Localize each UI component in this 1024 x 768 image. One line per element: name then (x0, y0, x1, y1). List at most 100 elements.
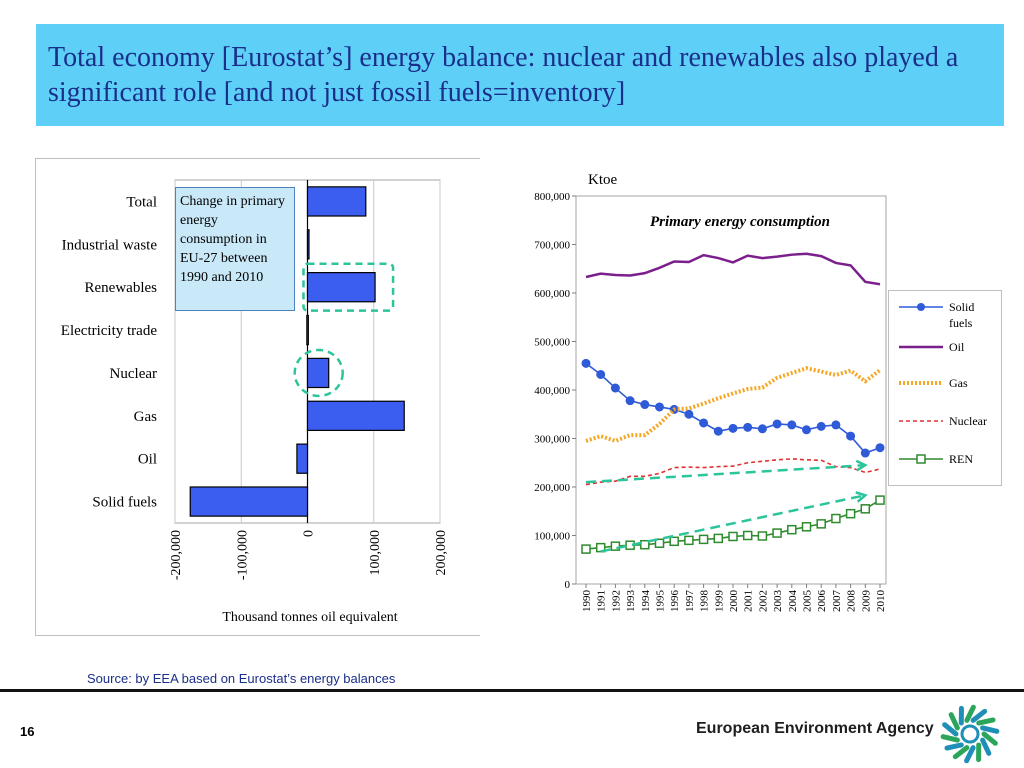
bar-x-tick-label: -200,000 (169, 530, 184, 580)
series-solid-fuels-point (699, 418, 709, 428)
series-ren-point (831, 513, 841, 524)
bar-nuclear (306, 357, 330, 389)
line-y-tick-label: 600,000 (534, 288, 570, 300)
agency-name: European Environment Agency (696, 720, 934, 737)
series-solid-fuels-point (816, 421, 826, 431)
eea-logo-icon (940, 704, 1000, 764)
line-y-tick-label: 0 (565, 579, 571, 591)
series-ren-point (860, 504, 871, 514)
trend-arrow-nuclear-head (855, 459, 868, 472)
bar-electricity-trade (306, 314, 309, 346)
legend-solid-fuels-label: Solid fuels (949, 300, 974, 330)
series-ren-point (610, 541, 621, 551)
line-chart-title: Primary energy consumption (650, 214, 830, 230)
series-solid-fuels-point (655, 402, 664, 412)
series-solid-fuels-point (640, 400, 650, 410)
series-solid-fuels-point (860, 448, 870, 458)
trend-arrow-nuclear (585, 463, 866, 484)
series-solid-fuels-point (875, 443, 885, 453)
annotation-text: Change in primary energy consumption in … (180, 194, 285, 285)
series-ren-point (757, 531, 768, 541)
series-ren-point (875, 495, 885, 505)
highlight-renewables (302, 262, 395, 312)
annotation-box: Change in primary energy consumption in … (175, 187, 295, 311)
bar-industrial-waste (306, 229, 310, 260)
line-x-tick-label: 2000 (728, 590, 740, 613)
line-y-tick-label: 200,000 (534, 482, 570, 494)
trend-arrow-ren (600, 494, 866, 553)
series-solid-fuels-point (743, 422, 753, 432)
bar-x-tick-label: -100,000 (235, 530, 250, 580)
legend-marker (916, 454, 926, 464)
bar-renewables (306, 272, 376, 303)
bar-x-tick-label: 0 (302, 530, 317, 537)
line-chart-ylabel: Ktoe (588, 172, 618, 188)
bar-category-label: Oil (138, 452, 157, 468)
series-solid-fuels-point (831, 420, 841, 430)
bar-category-label: Gas (134, 409, 157, 425)
line-x-tick-label: 2005 (802, 590, 814, 613)
bar-gas (306, 400, 405, 431)
line-y-tick-label: 700,000 (534, 240, 570, 252)
bar-oil (296, 443, 309, 474)
series-ren-point (816, 519, 826, 529)
line-y-tick-label: 500,000 (534, 337, 570, 349)
line-x-tick-label: 1993 (625, 590, 637, 613)
series-solid-fuels-point (846, 431, 856, 441)
bar-chart-xlabel: Thousand tonnes oil equivalent (222, 610, 397, 625)
series-solid-fuels-point (625, 396, 635, 406)
series-ren-point (640, 539, 650, 550)
line-x-tick-label: 2009 (860, 590, 872, 613)
series-solid-fuels-point (757, 424, 767, 434)
line-y-tick-label: 300,000 (534, 434, 570, 446)
line-x-tick-label: 1996 (669, 590, 681, 613)
line-x-tick-label: 1999 (713, 590, 725, 613)
series-ren-point (801, 522, 812, 532)
line-x-tick-label: 1990 (581, 590, 593, 613)
series-nuclear-line (585, 458, 881, 486)
line-y-tick-label: 100,000 (534, 531, 570, 543)
line-x-tick-label: 2008 (846, 590, 858, 613)
legend-ren-label: REN (949, 452, 973, 466)
line-x-tick-label: 2007 (831, 590, 843, 613)
series-gas-line (585, 366, 882, 444)
line-x-tick-label: 2003 (772, 590, 784, 613)
bar-chart-frame (35, 158, 480, 636)
trend-arrow-ren-head (855, 491, 868, 503)
series-ren-point (728, 531, 738, 542)
series-solid-fuels-point (610, 383, 620, 393)
line-x-tick-label: 2004 (787, 590, 799, 613)
bar-x-tick-label: 200,000 (434, 530, 449, 576)
line-chart: Ktoe 0 100,000 200,000 300,000 400,000 500,00… (534, 172, 887, 613)
series-solid-fuels-point (684, 409, 694, 419)
series-solid-fuels-line (585, 362, 881, 454)
line-x-tick-label: 2001 (743, 590, 755, 612)
series-ren-point (742, 530, 753, 541)
series-ren-point (713, 533, 724, 544)
series-ren-point (669, 536, 679, 547)
bar-category-label: Solid fuels (92, 495, 157, 511)
slide-title: Total economy [Eurostat’s] energy balanc… (48, 42, 959, 108)
line-x-tick-label: 2002 (757, 590, 769, 612)
line-chart-legend: Solid fuels Oil Gas Nuclear REN (888, 290, 1002, 486)
line-y-tick-label: 800,000 (534, 191, 570, 203)
series-solid-fuels-point (596, 369, 606, 379)
series-ren-point (698, 534, 709, 545)
line-plot-area (575, 195, 887, 585)
bar-category-label: Electricity trade (61, 323, 158, 339)
legend-marker (917, 303, 925, 311)
line-x-tick-label: 1991 (596, 590, 608, 612)
series-solid-fuels-point (802, 425, 811, 435)
series-oil-line (585, 252, 881, 286)
bar-category-label: Total (126, 194, 157, 210)
bar-total (306, 186, 367, 217)
series-solid-fuels-point (713, 426, 723, 436)
line-x-tick-label: 2006 (816, 590, 828, 613)
line-x-tick-label: 2010 (875, 590, 887, 613)
title-banner: Total economy [Eurostat’s] energy balanc… (36, 24, 1004, 126)
footer-divider (0, 689, 1024, 692)
legend-oil-label: Oil (949, 340, 965, 354)
bar-category-label: Renewables (85, 280, 158, 296)
line-x-tick-label: 1994 (640, 590, 652, 613)
series-ren-point (845, 508, 856, 519)
